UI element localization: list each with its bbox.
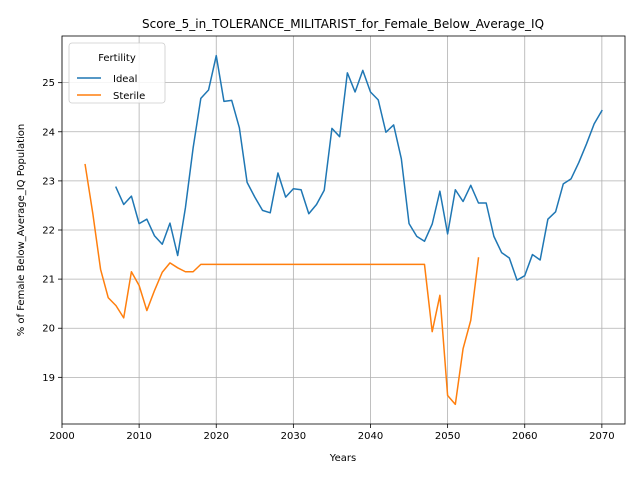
legend-box xyxy=(68,42,166,104)
y-tick-label: 24 xyxy=(42,127,55,138)
axis-ticks: 2000 2010 2020 2030 2040 2050 2060 2070 19 20 21 22… xyxy=(42,78,614,442)
x-axis-label: Years xyxy=(329,453,356,464)
series-line-ideal xyxy=(114,54,603,281)
x-tick-label: 2050 xyxy=(435,431,460,442)
y-axis-label: % of Female Below_Average_IQ Population xyxy=(16,124,27,337)
legend-title: Fertility xyxy=(98,53,136,64)
x-tick-label: 2040 xyxy=(358,431,383,442)
legend-label-ideal: Ideal xyxy=(113,74,137,85)
y-tick-label: 21 xyxy=(42,275,55,286)
x-tick-label: 2010 xyxy=(126,431,151,442)
x-tick-label: 2070 xyxy=(589,431,614,442)
x-tick-label: 2060 xyxy=(512,431,537,442)
series-line-sterile xyxy=(84,163,480,406)
x-tick-label: 2000 xyxy=(49,431,74,442)
series-lines xyxy=(84,54,603,406)
y-tick-label: 22 xyxy=(42,226,55,237)
grid xyxy=(61,36,625,424)
legend: Fertility Ideal Sterile xyxy=(68,42,166,104)
chart-title: Score_5_in_TOLERANCE_MILITARIST_for_Fema… xyxy=(142,17,544,31)
y-tick-label: 23 xyxy=(42,176,55,187)
y-tick-label: 20 xyxy=(42,324,55,335)
legend-label-sterile: Sterile xyxy=(113,91,145,102)
x-tick-label: 2030 xyxy=(281,431,306,442)
y-tick-label: 19 xyxy=(42,373,55,384)
x-tick-label: 2020 xyxy=(204,431,229,442)
y-tick-label: 25 xyxy=(42,78,55,89)
